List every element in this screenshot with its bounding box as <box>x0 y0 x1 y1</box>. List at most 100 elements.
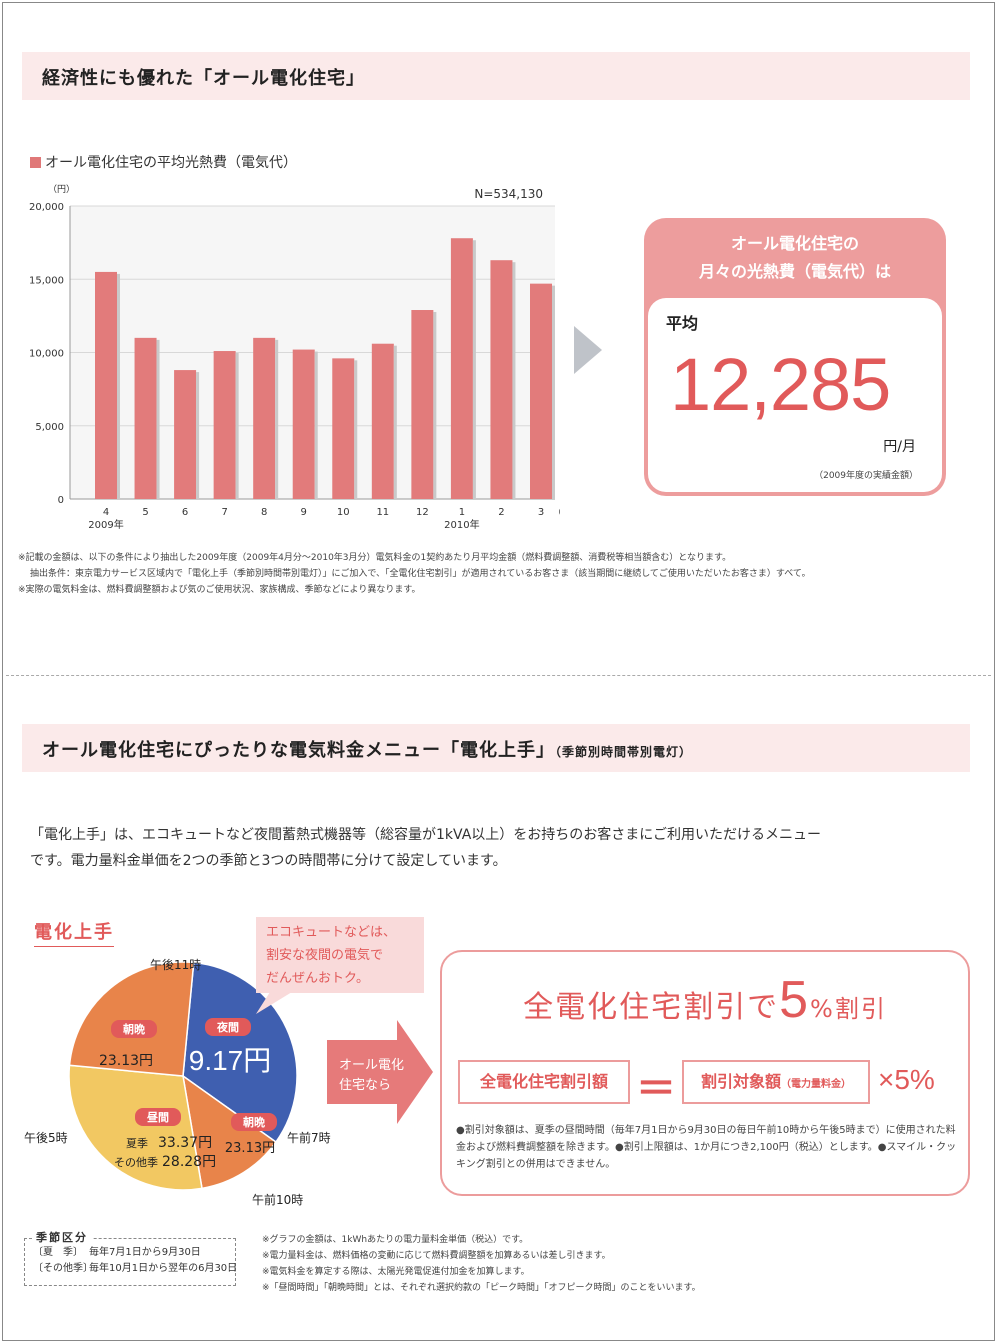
season-other-key: 〔その他季〕 <box>33 1263 93 1274</box>
chart-ytick-label: 15,000 <box>29 275 64 286</box>
season-other-row: 〔その他季〕毎年10月1日から翌年の6月30日 <box>33 1261 238 1277</box>
average-box: オール電化住宅の 月々の光熱費（電気代）は 平均 12,285 円/月 （200… <box>644 218 946 496</box>
summer-label: 夏季 <box>126 1137 148 1150</box>
asaban2-tag <box>231 1113 277 1131</box>
notes2-line4: ※「昼間時間」「朝晩時間」とは、それぞれ選択約款の「ピーク時間」「オフピーク時間… <box>262 1283 701 1293</box>
season-other-val: 毎年10月1日から翌年の6月30日 <box>89 1263 238 1274</box>
average-value: 12,285 <box>670 343 891 426</box>
pie-slice-asaban-morning <box>181 1074 277 1190</box>
chart-x-unit: （月） <box>553 507 560 518</box>
chart-ytick-label: 0 <box>58 495 64 506</box>
season-title: 季節区分 <box>32 1229 92 1245</box>
season-box: 〔夏 季〕 毎年7月1日から9月30日 〔その他季〕毎年10月1日から翌年の6月3… <box>24 1238 238 1286</box>
notes1-line2: 抽出条件：東京電力サービス区域内で「電化上手（季節別時間帯別電灯）」にご加入で、… <box>30 569 811 579</box>
pie-slice-hiruma <box>68 1064 203 1191</box>
section-divider <box>6 675 991 676</box>
summer-value: 33.37円 <box>158 1135 212 1151</box>
chart-bar-shadow <box>314 351 318 499</box>
time-label-17: 午後5時 <box>24 1131 68 1145</box>
average-note: （2009年度の実績金額） <box>814 471 918 481</box>
yakan-value: 9.17円 <box>189 1045 272 1076</box>
average-unit: 円/月 <box>883 439 916 455</box>
section1-header: 経済性にも優れた「オール電化住宅」 <box>22 52 970 100</box>
chart-bar-shadow <box>552 285 555 499</box>
chart-bar <box>530 283 552 499</box>
season-summer-val: 毎年7月1日から9月30日 <box>89 1247 201 1258</box>
times-five-percent: ×5% <box>878 1064 935 1095</box>
intro-line1: 「電化上手」は、エコキュートなど夜間蓄熱式機器等（総容量が1kVA以上）をお持ち… <box>30 827 821 843</box>
promo-arrow-icon <box>327 1020 433 1124</box>
notes1-line3: ※実際の電気料金は、燃料費調整額および気のご使用状況、家族構成、季節などにより異… <box>18 585 421 595</box>
chart-bar <box>95 271 117 499</box>
chart-xtick-label: 12 <box>416 507 429 518</box>
asaban-label: 朝晩 <box>123 1022 145 1036</box>
yakan-tag <box>205 1018 251 1036</box>
chart-bar <box>332 358 355 499</box>
chart-bar-shadow <box>156 339 160 499</box>
chart-bar-shadow <box>393 345 397 499</box>
pie-slice-asaban-evening <box>68 961 195 1077</box>
chart-bar-shadow <box>512 262 516 499</box>
target-amount-small: （電力量料金） <box>781 1079 851 1090</box>
chart-bar <box>213 351 236 499</box>
chart-bar <box>490 260 513 499</box>
arrow-right-icon <box>574 326 602 374</box>
time-label-10: 午前10時 <box>252 1192 303 1207</box>
notes1-line1: ※記載の金額は、以下の条件により抽出した2009年度（2009年4月分〜2010… <box>18 553 732 563</box>
chart-xtick-label: 6 <box>182 507 188 518</box>
chart-xtick-label: 2 <box>498 507 504 518</box>
chart-xtick-label: 10 <box>337 507 350 518</box>
electricity-bar-chart: 0 5,000 10,000 15,000 20,000 （円） N=534,130 4 5 6 7… <box>29 184 560 531</box>
chart-ytick-label: 5,000 <box>35 422 64 433</box>
discount-amount-box: 全電化住宅割引額 <box>458 1060 630 1104</box>
hiruma-tag <box>135 1108 181 1126</box>
chart-bar-shadow <box>472 240 476 500</box>
discount-title-pct: %割引 <box>810 995 887 1023</box>
yakan-label: 夜間 <box>216 1020 239 1034</box>
average-title-line1: オール電化住宅の <box>730 234 859 253</box>
speech-bubble: エコキュートなどは、 割安な夜間の電気で だんぜんおトク。 <box>256 917 424 993</box>
promo-arrow-text: オール電化 住宅なら <box>339 1056 404 1096</box>
section1-title: 経済性にも優れた「オール電化住宅」 <box>42 68 365 89</box>
chart-xtick-label: 4 <box>103 507 109 518</box>
chart-bar <box>292 349 315 499</box>
plan-label: 電化上手 <box>34 918 114 947</box>
chart-year-label: 2009年 <box>88 518 123 531</box>
section2-title-small: （季節別時間帯別電灯） <box>555 745 693 759</box>
bubble-line3: だんぜんおトク。 <box>266 971 369 986</box>
discount-box: 全電化住宅割引で5%割引 全電化住宅割引額 ＝ 割引対象額（電力量料金） ×5%… <box>440 950 970 1196</box>
asaban2-value: 23.13円 <box>225 1141 275 1156</box>
other-season-value: 28.28円 <box>162 1154 216 1170</box>
notes2-line3: ※電気料金を算定する際は、太陽光発電促進付加金を加算します。 <box>262 1267 530 1277</box>
other-season-label: その他季 <box>114 1156 158 1169</box>
chart-bar <box>450 238 473 500</box>
bubble-line2: 割安な夜間の電気で <box>266 948 384 963</box>
chart-bar-shadow <box>196 372 200 499</box>
chart-bar-shadow <box>354 360 358 499</box>
chart-bar-shadow <box>117 273 120 499</box>
notes2-line2: ※電力量料金は、燃料価格の変動に応じて燃料費調整額を加算あるいは差し引きます。 <box>262 1251 611 1261</box>
chart-xtick-label: 3 <box>538 507 544 518</box>
chart-bar-shadow <box>433 312 437 499</box>
chart-xtick-label: 1 <box>459 507 465 518</box>
average-title-line2: 月々の光熱費（電気代）は <box>698 262 891 281</box>
asaban-tag <box>111 1020 157 1038</box>
chart-bar <box>174 370 197 499</box>
average-title: オール電化住宅の 月々の光熱費（電気代）は <box>644 230 946 286</box>
chart-n-label: N=534,130 <box>474 187 543 201</box>
bubble-line1: エコキュートなどは、 <box>266 925 397 940</box>
discount-title-num: 5 <box>779 971 811 1029</box>
equals-sign: ＝ <box>636 1066 676 1112</box>
chart-bar-shadow <box>275 339 279 499</box>
chart-xtick-label: 5 <box>142 507 148 518</box>
discount-notes: ●割引対象額は、夏季の昼間時間（毎年7月1日から9月30日の毎日午前10時から午… <box>456 1125 957 1170</box>
promo-arrow-line2: 住宅なら <box>339 1078 392 1093</box>
chart-y-unit: （円） <box>48 184 75 195</box>
average-label: 平均 <box>666 314 699 333</box>
asaban-value: 23.13円 <box>99 1053 153 1069</box>
chart-xtick-label: 8 <box>261 507 267 518</box>
square-bullet-icon <box>30 157 41 168</box>
chart-year-label: 2010年 <box>444 518 479 531</box>
chart-bar <box>411 310 434 499</box>
